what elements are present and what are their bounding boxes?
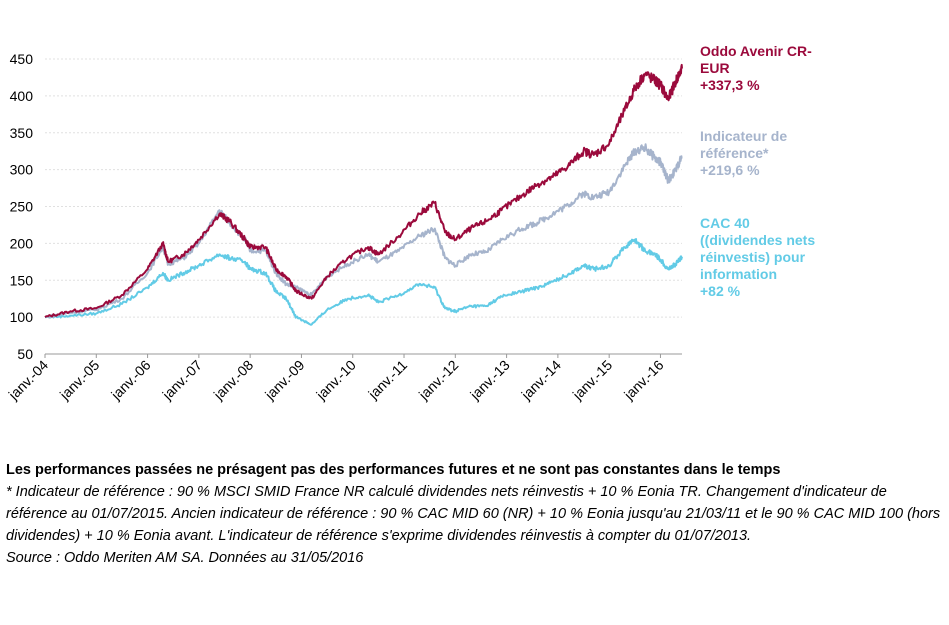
legend-cac40-name-line3: réinvestis) pour bbox=[700, 249, 806, 265]
x-tick-label: janv.-15 bbox=[569, 357, 616, 404]
legend-indicateur-name-line1: Indicateur de bbox=[700, 128, 788, 144]
y-tick-label: 50 bbox=[17, 346, 33, 362]
legend-oddo-performance: +337,3 % bbox=[700, 77, 760, 93]
y-tick-label: 100 bbox=[10, 309, 34, 325]
legend-oddo-avenir: Oddo Avenir CR- EUR +337,3 % bbox=[700, 43, 840, 94]
y-tick-label: 200 bbox=[10, 235, 34, 251]
series-lines bbox=[44, 63, 683, 326]
x-axis-ticks: janv.-04 janv.-05 janv.-06 janv.-07 janv.-08… bbox=[5, 354, 667, 403]
x-tick-label: janv.-05 bbox=[56, 357, 103, 404]
legend-cac40-name-line1: CAC 40 bbox=[700, 215, 750, 231]
x-tick-label: janv.-04 bbox=[5, 357, 52, 404]
x-tick-label: janv.-13 bbox=[466, 357, 513, 404]
series-line-2 bbox=[45, 238, 683, 326]
x-tick-label: janv.-07 bbox=[158, 357, 205, 404]
y-tick-label: 450 bbox=[10, 51, 34, 67]
y-tick-label: 300 bbox=[10, 162, 34, 178]
gridlines bbox=[45, 58, 682, 355]
y-tick-label: 150 bbox=[10, 272, 34, 288]
legend-cac40-name-line4: information bbox=[700, 266, 777, 282]
legend-oddo-name-line2: EUR bbox=[700, 60, 730, 76]
x-tick-label: janv.-11 bbox=[364, 357, 410, 403]
legend-indicateur-name-line2: référence* bbox=[700, 145, 769, 161]
notes: Les performances passées ne présagent pa… bbox=[6, 459, 941, 569]
y-tick-label: 250 bbox=[10, 199, 34, 215]
legend-oddo-name-line1: Oddo Avenir CR- bbox=[700, 43, 812, 59]
x-tick-label: janv.-08 bbox=[210, 357, 257, 404]
y-axis-ticks: 450 400 350 300 250 200 150 100 50 bbox=[10, 51, 34, 362]
x-tick-label: janv.-14 bbox=[517, 357, 564, 404]
legend-indicateur: Indicateur de référence* +219,6 % bbox=[700, 128, 840, 179]
x-tick-label: janv.-06 bbox=[107, 357, 154, 404]
source-line: Source : Oddo Meriten AM SA. Données au … bbox=[6, 550, 364, 566]
legend-indicateur-performance: +219,6 % bbox=[700, 162, 760, 178]
disclaimer: Les performances passées ne présagent pa… bbox=[6, 462, 781, 478]
series-line-1 bbox=[44, 143, 683, 319]
footnote: * Indicateur de référence : 90 % MSCI SM… bbox=[6, 484, 941, 544]
x-tick-label: janv.-10 bbox=[312, 357, 359, 404]
x-tick-label: janv.-12 bbox=[415, 357, 462, 404]
legend-cac40: CAC 40 ((dividendes nets réinvestis) pou… bbox=[700, 215, 840, 300]
legend-cac40-performance: +82 % bbox=[700, 283, 741, 299]
y-tick-label: 350 bbox=[10, 125, 34, 141]
legend-cac40-name-line2: ((dividendes nets bbox=[700, 232, 816, 248]
x-tick-label: janv.-16 bbox=[620, 357, 667, 404]
x-tick-label: janv.-09 bbox=[261, 357, 308, 404]
y-tick-label: 400 bbox=[10, 88, 34, 104]
series-line-0 bbox=[44, 63, 683, 318]
